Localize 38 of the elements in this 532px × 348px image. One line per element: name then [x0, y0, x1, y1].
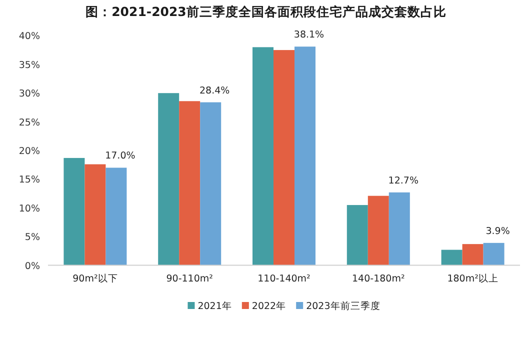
bar [388, 192, 410, 266]
bar [462, 244, 484, 266]
bar [483, 242, 504, 266]
data-label: 12.7% [388, 175, 418, 186]
bar [84, 164, 106, 266]
chart-title: 图：2021-2023前三季度全国各面积段住宅产品成交套数占比 [86, 4, 446, 19]
legend-label: 2023年前三季度 [306, 300, 380, 312]
bar [64, 158, 85, 266]
data-label: 28.4% [200, 85, 230, 96]
y-tick-label: 30% [18, 88, 40, 100]
bar [441, 250, 462, 266]
y-tick-label: 0% [24, 260, 40, 272]
x-tick-label: 140-180m² [352, 273, 405, 284]
y-tick-label: 40% [18, 31, 40, 42]
bar [106, 168, 127, 266]
x-tick-label: 90m²以下 [72, 272, 118, 284]
y-tick-label: 25% [18, 117, 40, 128]
data-label: 17.0% [105, 150, 136, 162]
bar [158, 93, 180, 266]
y-tick-label: 20% [18, 146, 40, 157]
legend-label: 2021年 [198, 300, 232, 312]
bar [200, 102, 222, 266]
y-tick-label: 5% [24, 232, 40, 244]
bar [252, 47, 274, 266]
x-tick-label: 180m²以上 [447, 272, 498, 284]
y-tick-label: 10% [18, 203, 40, 214]
bar [346, 205, 368, 266]
bar [368, 196, 389, 266]
bar [294, 46, 316, 266]
x-tick-label: 110-140m² [258, 273, 311, 284]
x-tick-label: 90-110m² [166, 273, 214, 284]
bar [179, 101, 200, 266]
y-tick-label: 15% [18, 174, 40, 186]
data-label: 38.1% [294, 30, 324, 41]
data-label: 3.9% [486, 226, 510, 237]
legend-label: 2022年 [252, 300, 286, 312]
bar [274, 50, 294, 266]
y-tick-label: 35% [18, 60, 40, 71]
